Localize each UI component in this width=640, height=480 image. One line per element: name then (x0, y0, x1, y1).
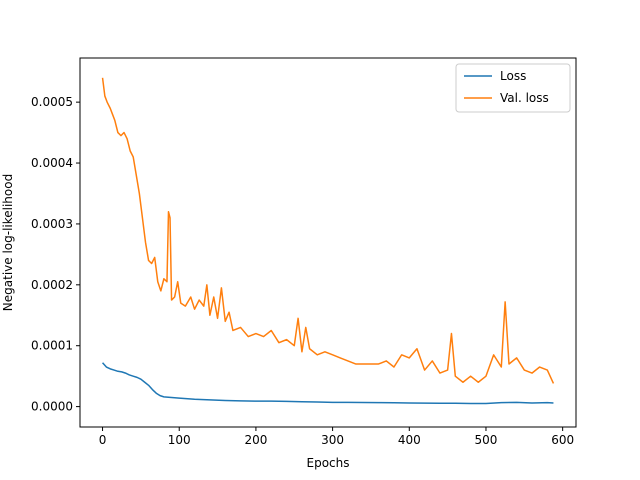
y-tick-label: 0.0001 (31, 339, 73, 353)
series-line-1 (101, 362, 554, 405)
x-tick-label: 300 (321, 433, 344, 447)
x-axis-label: Epochs (307, 456, 350, 470)
y-axis-label: Negative log-likelihood (1, 174, 15, 311)
x-tick-label: 400 (398, 433, 421, 447)
y-tick-label: 0.0004 (31, 156, 73, 170)
x-tick-label: 600 (551, 433, 574, 447)
series-line-2 (101, 77, 555, 384)
y-tick-label: 0.0000 (31, 400, 73, 414)
x-tick-label: 100 (168, 433, 191, 447)
plot-frame (79, 57, 577, 428)
y-tick-label: 0.0003 (31, 217, 73, 231)
legend-label: Val. loss (500, 91, 549, 105)
legend: Loss Val. loss (455, 63, 571, 113)
legend-label: Loss (500, 69, 526, 83)
series-lines (101, 77, 555, 405)
y-tick-label: 0.0002 (31, 278, 73, 292)
axes: 0 100 200 300 400 500 600 0.0000 0.0001 0.0002 0.0… (31, 95, 574, 447)
x-tick-label: 0 (99, 433, 107, 447)
x-tick-label: 200 (244, 433, 267, 447)
x-tick-label: 500 (475, 433, 498, 447)
y-tick-label: 0.0005 (31, 95, 73, 109)
